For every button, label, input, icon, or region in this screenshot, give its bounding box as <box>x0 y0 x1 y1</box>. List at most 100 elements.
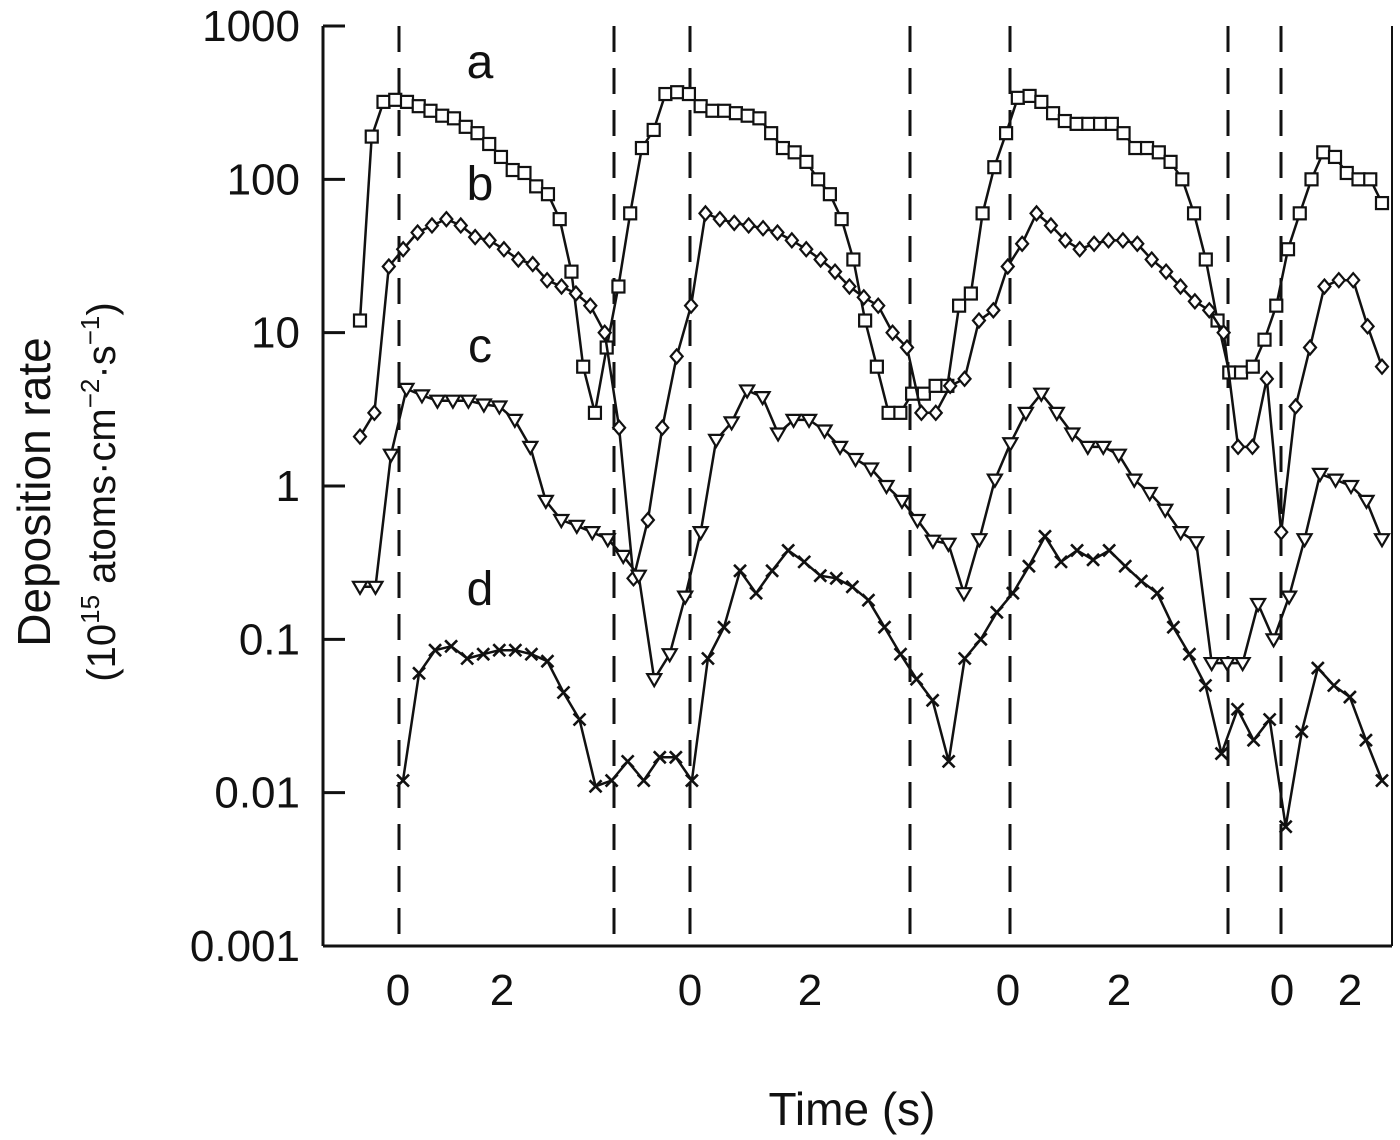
data-point-a <box>846 252 861 267</box>
data-point-a <box>623 206 638 221</box>
data-point-a <box>705 103 720 118</box>
data-point-c <box>1357 494 1376 511</box>
data-point-b <box>1000 257 1016 276</box>
data-point-b <box>554 277 569 296</box>
x-tick-label: 2 <box>1107 966 1131 1015</box>
data-point-a <box>1139 140 1155 156</box>
data-point-d <box>1005 586 1020 601</box>
data-point-d <box>1022 559 1036 574</box>
data-point-c <box>1125 473 1144 489</box>
data-point-a <box>1092 116 1108 131</box>
data-point-a <box>811 172 826 187</box>
data-point-c <box>1342 479 1360 496</box>
data-point-a <box>998 126 1014 141</box>
data-point-b <box>1086 235 1102 253</box>
data-point-a <box>1233 365 1249 380</box>
data-point-c <box>800 413 818 430</box>
data-point-d <box>989 605 1004 620</box>
data-point-d <box>572 712 587 727</box>
data-point-c <box>954 587 973 603</box>
data-point-a <box>482 136 497 152</box>
data-point-a <box>869 359 884 374</box>
data-point-d <box>1294 724 1309 739</box>
data-point-d <box>957 651 972 666</box>
data-point-d <box>797 554 812 569</box>
data-point-a <box>693 99 708 114</box>
data-point-d <box>1118 559 1133 574</box>
data-point-b <box>957 370 973 388</box>
data-point-a <box>799 154 814 169</box>
data-point-b <box>496 240 512 258</box>
data-point-d <box>412 666 426 681</box>
data-point-a <box>764 126 779 141</box>
data-point-b <box>1057 231 1073 250</box>
data-point-c <box>660 648 679 664</box>
data-point-d <box>620 754 635 769</box>
data-point-a <box>1339 165 1354 181</box>
data-point-a <box>881 405 896 420</box>
series-a <box>352 85 1390 420</box>
data-point-b <box>1029 204 1044 223</box>
data-point-b <box>366 404 382 422</box>
data-point-a <box>388 92 403 107</box>
data-point-b <box>381 257 397 276</box>
data-point-d <box>909 672 924 687</box>
data-point-c <box>815 424 834 440</box>
y-tick-label: 10 <box>251 309 300 358</box>
data-point-c <box>1249 597 1268 614</box>
data-point-d <box>1246 733 1261 748</box>
data-point-d <box>428 643 443 658</box>
data-point-b <box>885 323 901 342</box>
data-point-a <box>1116 126 1131 141</box>
data-point-c <box>629 569 648 585</box>
series-label-a: a <box>467 36 494 89</box>
data-point-b <box>928 404 944 422</box>
data-point-d <box>556 685 571 700</box>
data-point-c <box>1233 656 1252 673</box>
data-point-b <box>582 296 598 315</box>
data-point-b <box>813 250 829 269</box>
data-point-a <box>1010 90 1025 105</box>
data-point-b <box>1273 523 1289 541</box>
data-point-a <box>611 279 626 294</box>
data-point-a <box>576 359 591 374</box>
x-tick-label: 0 <box>996 966 1020 1015</box>
data-point-d <box>701 651 715 666</box>
data-point-b <box>467 228 483 246</box>
data-point-c <box>831 440 849 457</box>
data-point-a <box>1045 106 1061 121</box>
data-point-b <box>1331 271 1347 289</box>
data-point-a <box>1163 154 1178 169</box>
data-point-a <box>1292 206 1307 221</box>
data-point-b <box>870 296 886 315</box>
data-point-b <box>1101 231 1116 250</box>
data-point-d <box>636 773 651 788</box>
data-point-d <box>1342 690 1357 705</box>
data-point-d <box>1198 678 1213 693</box>
data-point-c <box>1016 406 1035 423</box>
data-point-a <box>540 187 556 202</box>
data-point-d <box>1134 574 1149 588</box>
data-point-d <box>1359 733 1373 748</box>
data-point-a <box>435 108 450 123</box>
data-point-a <box>505 162 520 178</box>
data-point-a <box>928 378 943 393</box>
data-point-a <box>399 94 415 109</box>
data-point-c <box>505 413 524 430</box>
data-point-d <box>845 579 860 594</box>
y-axis-title-group: Deposition rate <box>8 337 60 646</box>
data-point-a <box>858 313 873 328</box>
data-point-c <box>908 513 927 530</box>
data-point-c <box>1326 473 1345 489</box>
series-layer <box>351 85 1391 834</box>
data-point-c <box>939 537 958 553</box>
data-point-d <box>861 593 876 608</box>
data-point-c <box>413 389 431 405</box>
x-tick-label: 0 <box>1270 966 1294 1015</box>
data-point-c <box>645 673 664 689</box>
data-point-b <box>683 296 699 315</box>
data-point-d <box>1070 543 1084 558</box>
data-point-c <box>1156 503 1175 519</box>
data-point-c <box>428 394 447 410</box>
data-point-d <box>684 773 699 788</box>
